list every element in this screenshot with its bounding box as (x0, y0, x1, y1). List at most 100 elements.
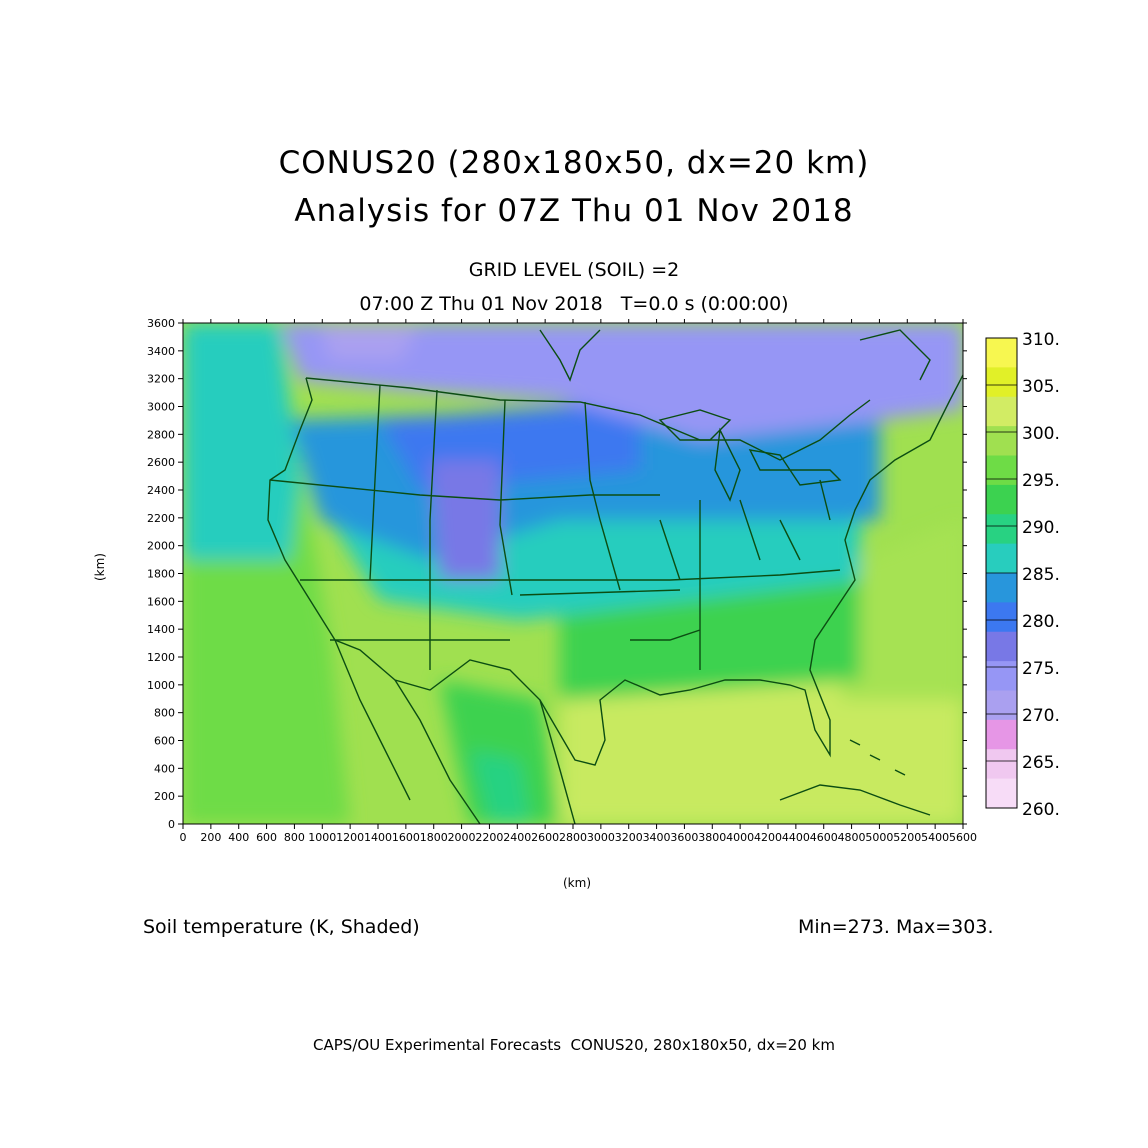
x-tick-label: 3200 (615, 831, 643, 844)
x-tick-label: 2000 (448, 831, 476, 844)
x-tick-label: 4000 (726, 831, 754, 844)
colorbar-swatch (986, 778, 1017, 809)
colorbar-label: 275. (1022, 659, 1060, 679)
field-pacific-north (183, 323, 300, 560)
colorbar-swatch (986, 455, 1017, 486)
map-title-line1: CONUS20 (280x180x50, dx=20 km) (278, 145, 870, 181)
y-tick-label: 2000 (147, 540, 175, 553)
x-tick-label: 0 (180, 831, 187, 844)
colorbar-label: 280. (1022, 612, 1060, 632)
colorbar-label: 260. (1022, 800, 1060, 820)
field-rockies-cold (430, 460, 500, 580)
colorbar-swatch (986, 338, 1017, 368)
x-tick-label: 5600 (949, 831, 977, 844)
y-tick-label: 600 (154, 735, 175, 748)
y-tick-label: 3600 (147, 317, 175, 330)
y-tick-label: 1000 (147, 679, 175, 692)
colorbar-label: 265. (1022, 753, 1060, 773)
x-tick-label: 200 (200, 831, 221, 844)
y-tick-label: 800 (154, 707, 175, 720)
y-tick-label: 1600 (147, 595, 175, 608)
colorbar-label: 270. (1022, 706, 1060, 726)
x-tick-label: 1000 (308, 831, 336, 844)
temperature-field (183, 323, 963, 824)
y-tick-label: 2400 (147, 484, 175, 497)
x-tick-label: 1800 (420, 831, 448, 844)
x-tick-label: 3000 (587, 831, 615, 844)
cuba-outline (779, 784, 931, 816)
x-tick-label: 5200 (893, 831, 921, 844)
y-tick-label: 1800 (147, 568, 175, 581)
x-tick-label: 4600 (810, 831, 838, 844)
colorbar-label: 285. (1022, 565, 1060, 585)
field-atlantic (840, 520, 963, 700)
x-tick-label: 4800 (838, 831, 866, 844)
x-tick-label: 4200 (754, 831, 782, 844)
colorbar-swatch (986, 426, 1017, 456)
map-title-line2: Analysis for 07Z Thu 01 Nov 2018 (294, 193, 854, 229)
colorbar-swatch (986, 367, 1017, 398)
colorbar-label: 305. (1022, 377, 1060, 397)
colorbar-label: 300. (1022, 424, 1060, 444)
colorbar-swatch (986, 396, 1017, 427)
field-mexico-teal (470, 750, 530, 824)
y-tick-label: 2600 (147, 456, 175, 469)
x-axis-label: (km) (563, 876, 592, 890)
x-tick-label: 3400 (643, 831, 671, 844)
y-tick-label: 200 (154, 790, 175, 803)
colorbar-swatch (986, 631, 1017, 662)
great-lakes (658, 409, 842, 502)
x-tick-label: 3800 (698, 831, 726, 844)
x-tick-label: 600 (256, 831, 277, 844)
colorbar-label: 310. (1022, 330, 1060, 350)
x-tick-label: 400 (228, 831, 249, 844)
x-tick-label: 4400 (782, 831, 810, 844)
x-tick-label: 1600 (392, 831, 420, 844)
x-axis: 0 200 400 600 800 1000 1200 1400 1600 1800 2000 220… (180, 319, 977, 844)
x-tick-label: 1200 (336, 831, 364, 844)
state-lines (269, 384, 841, 670)
y-axis: 0 200 400 600 800 1000 1200 1400 1600 1800 2000 220… (147, 317, 967, 831)
y-tick-label: 3400 (147, 345, 175, 358)
x-tick-label: 3600 (670, 831, 698, 844)
x-tick-label: 5400 (921, 831, 949, 844)
credit-line: CAPS/OU Experimental Forecasts CONUS20, … (313, 1036, 835, 1054)
colorbar-label: 295. (1022, 471, 1060, 491)
boundaries (267, 329, 963, 824)
field-mexico-green (440, 680, 560, 824)
y-tick-label: 0 (168, 818, 175, 831)
colorbar: 310. 305. 300. 295. 290. 285. 280. 275. 270. 265.… (985, 330, 1060, 820)
colorbar-swatch (986, 484, 1017, 515)
y-tick-label: 1200 (147, 651, 175, 664)
x-tick-label: 5000 (865, 831, 893, 844)
grid-level-label: GRID LEVEL (SOIL) =2 (468, 259, 680, 281)
field-canada-cold (280, 323, 963, 440)
colorbar-swatch (986, 573, 1017, 603)
x-tick-label: 1400 (364, 831, 392, 844)
field-description: Soil temperature (K, Shaded) (143, 916, 420, 938)
x-tick-label: 2400 (503, 831, 531, 844)
y-tick-label: 3200 (147, 373, 175, 386)
x-tick-label: 800 (284, 831, 305, 844)
y-tick-label: 2200 (147, 512, 175, 525)
colorbar-swatch (986, 543, 1017, 574)
min-max-label: Min=273. Max=303. (798, 916, 994, 938)
mexico-outline (334, 639, 576, 824)
x-tick-label: 2200 (475, 831, 503, 844)
bahamas (849, 739, 906, 776)
y-tick-label: 3000 (147, 401, 175, 414)
colorbar-swatch (986, 602, 1017, 633)
valid-time-label: 07:00 Z Thu 01 Nov 2018 T=0.0 s (0:00:00… (359, 293, 789, 315)
x-tick-label: 2800 (559, 831, 587, 844)
hudson-bay (539, 329, 931, 382)
y-axis-label: (km) (93, 552, 108, 582)
x-tick-label: 2600 (531, 831, 559, 844)
colorbar-swatch (986, 749, 1017, 780)
us-outline (267, 374, 963, 766)
y-tick-label: 1400 (147, 623, 175, 636)
colorbar-label: 290. (1022, 518, 1060, 538)
field-canada-coldest (320, 323, 420, 360)
colorbar-swatch (986, 719, 1017, 750)
colorbar-swatch (986, 661, 1017, 691)
